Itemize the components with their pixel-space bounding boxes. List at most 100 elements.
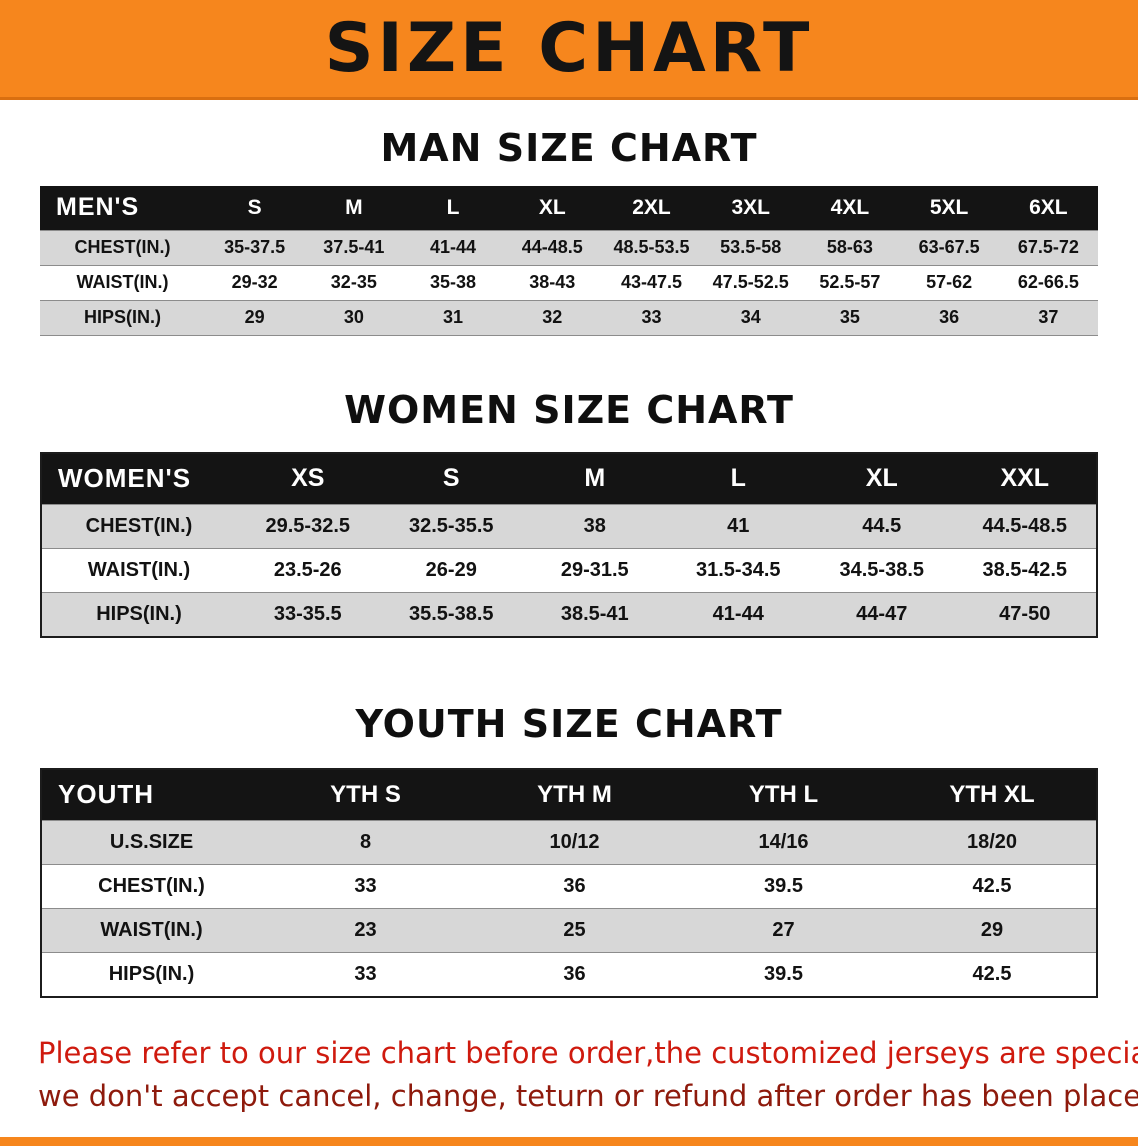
size-value-cell: 35-38	[403, 264, 503, 300]
size-value-cell: 39.5	[679, 952, 888, 997]
size-value-cell: 34	[701, 299, 801, 336]
column-header: L	[403, 186, 503, 230]
size-chart-banner: SIZE CHART	[0, 0, 1138, 100]
size-value-cell: 41-44	[666, 592, 810, 637]
size-value-cell: 42.5	[888, 864, 1097, 909]
table-row: CHEST(IN.) 29.5-32.5 32.5-35.5 38 41 44.5 44.5…	[41, 504, 1097, 549]
size-value-cell: 29	[888, 908, 1097, 953]
size-value-cell: 29-31.5	[523, 548, 667, 593]
size-value-cell: 44-48.5	[502, 229, 602, 265]
size-value-cell: 37	[998, 299, 1098, 336]
row-label: HIPS(IN.)	[41, 952, 261, 997]
row-label: WAIST(IN.)	[40, 264, 205, 300]
size-value-cell: 47.5-52.5	[701, 264, 801, 300]
size-value-cell: 37.5-41	[304, 229, 404, 265]
size-value-cell: 38	[523, 504, 667, 549]
size-value-cell: 35-37.5	[205, 229, 305, 265]
column-header: YTH S	[261, 768, 470, 821]
table-header-row: WOMEN'S XS S M L XL XXL	[41, 452, 1097, 505]
bottom-orange-strip	[0, 1136, 1138, 1146]
row-label: HIPS(IN.)	[41, 592, 236, 637]
size-value-cell: 41-44	[403, 229, 503, 265]
size-value-cell: 38-43	[502, 264, 602, 300]
women-size-chart-section: WOMEN SIZE CHART WOMEN'S XS S M L XL XXL CHEST(…	[0, 388, 1138, 638]
size-value-cell: 31.5-34.5	[666, 548, 810, 593]
size-value-cell: 62-66.5	[998, 264, 1098, 300]
size-value-cell: 38.5-42.5	[953, 548, 1097, 593]
size-value-cell: 48.5-53.5	[601, 229, 702, 265]
table-row: WAIST(IN.) 23 25 27 29	[41, 908, 1097, 953]
size-value-cell: 52.5-57	[800, 264, 900, 300]
size-value-cell: 33	[261, 864, 470, 909]
column-header: S	[205, 186, 305, 230]
size-value-cell: 32-35	[304, 264, 404, 300]
size-value-cell: 44.5-48.5	[953, 504, 1097, 549]
table-row: U.S.SIZE 8 10/12 14/16 18/20	[41, 820, 1097, 865]
size-value-cell: 27	[679, 908, 888, 953]
men-size-chart-section: MAN SIZE CHART MEN'S S M L XL 2XL 3XL 4XL 5XL 6XL…	[0, 126, 1138, 336]
row-label: CHEST(IN.)	[41, 864, 261, 909]
size-value-cell: 29-32	[205, 264, 305, 300]
size-value-cell: 8	[261, 820, 470, 865]
size-value-cell: 35.5-38.5	[379, 592, 523, 637]
column-header: YTH M	[470, 768, 679, 821]
men-size-table: MEN'S S M L XL 2XL 3XL 4XL 5XL 6XL CHEST(IN.) 35-37…	[40, 186, 1098, 336]
size-value-cell: 38.5-41	[523, 592, 667, 637]
size-value-cell: 34.5-38.5	[810, 548, 954, 593]
banner-title: SIZE CHART	[324, 9, 814, 88]
size-value-cell: 33-35.5	[236, 592, 380, 637]
column-header: YTH L	[679, 768, 888, 821]
size-value-cell: 18/20	[888, 820, 1097, 865]
disclaimer: Please refer to our size chart before or…	[0, 1032, 1138, 1119]
size-value-cell: 42.5	[888, 952, 1097, 997]
size-value-cell: 41	[666, 504, 810, 549]
column-header: 6XL	[998, 186, 1098, 230]
size-value-cell: 33	[261, 952, 470, 997]
size-value-cell: 39.5	[679, 864, 888, 909]
size-value-cell: 44-47	[810, 592, 954, 637]
column-header: XL	[810, 452, 954, 505]
size-value-cell: 32	[502, 299, 602, 336]
size-value-cell: 30	[304, 299, 404, 336]
size-value-cell: 25	[470, 908, 679, 953]
row-label: CHEST(IN.)	[41, 504, 236, 549]
size-value-cell: 29	[205, 299, 305, 336]
table-row: HIPS(IN.) 33-35.5 35.5-38.5 38.5-41 41-44 44-…	[41, 592, 1097, 637]
table-corner-label: WOMEN'S	[41, 452, 236, 505]
size-value-cell: 63-67.5	[899, 229, 999, 265]
column-header: YTH XL	[888, 768, 1097, 821]
disclaimer-line-1: Please refer to our size chart before or…	[38, 1035, 1138, 1070]
size-value-cell: 29.5-32.5	[236, 504, 380, 549]
size-value-cell: 23	[261, 908, 470, 953]
size-value-cell: 10/12	[470, 820, 679, 865]
column-header: M	[523, 452, 667, 505]
size-value-cell: 32.5-35.5	[379, 504, 523, 549]
table-row: WAIST(IN.) 29-32 32-35 35-38 38-43 43-47.5 47.…	[40, 264, 1098, 300]
youth-section-title: YOUTH SIZE CHART	[355, 701, 783, 746]
size-value-cell: 36	[899, 299, 999, 336]
table-header-row: MEN'S S M L XL 2XL 3XL 4XL 5XL 6XL	[40, 186, 1098, 230]
size-value-cell: 26-29	[379, 548, 523, 593]
column-header: 2XL	[601, 186, 702, 230]
row-label: WAIST(IN.)	[41, 548, 236, 593]
size-value-cell: 58-63	[800, 229, 900, 265]
row-label: CHEST(IN.)	[40, 229, 205, 265]
column-header: XL	[502, 186, 602, 230]
size-value-cell: 33	[601, 299, 702, 336]
size-value-cell: 23.5-26	[236, 548, 380, 593]
disclaimer-line-2: we don't accept cancel, change, teturn o…	[38, 1079, 1138, 1113]
size-value-cell: 57-62	[899, 264, 999, 300]
table-row: WAIST(IN.) 23.5-26 26-29 29-31.5 31.5-34.5 34…	[41, 548, 1097, 593]
size-value-cell: 43-47.5	[601, 264, 702, 300]
size-value-cell: 14/16	[679, 820, 888, 865]
table-row: HIPS(IN.) 33 36 39.5 42.5	[41, 952, 1097, 997]
column-header: M	[304, 186, 404, 230]
column-header: L	[666, 452, 810, 505]
table-row: CHEST(IN.) 33 36 39.5 42.5	[41, 864, 1097, 909]
row-label: HIPS(IN.)	[40, 299, 205, 336]
size-value-cell: 53.5-58	[701, 229, 801, 265]
column-header: 5XL	[899, 186, 999, 230]
row-label: WAIST(IN.)	[41, 908, 261, 953]
table-corner-label: YOUTH	[41, 768, 261, 821]
column-header: S	[379, 452, 523, 505]
